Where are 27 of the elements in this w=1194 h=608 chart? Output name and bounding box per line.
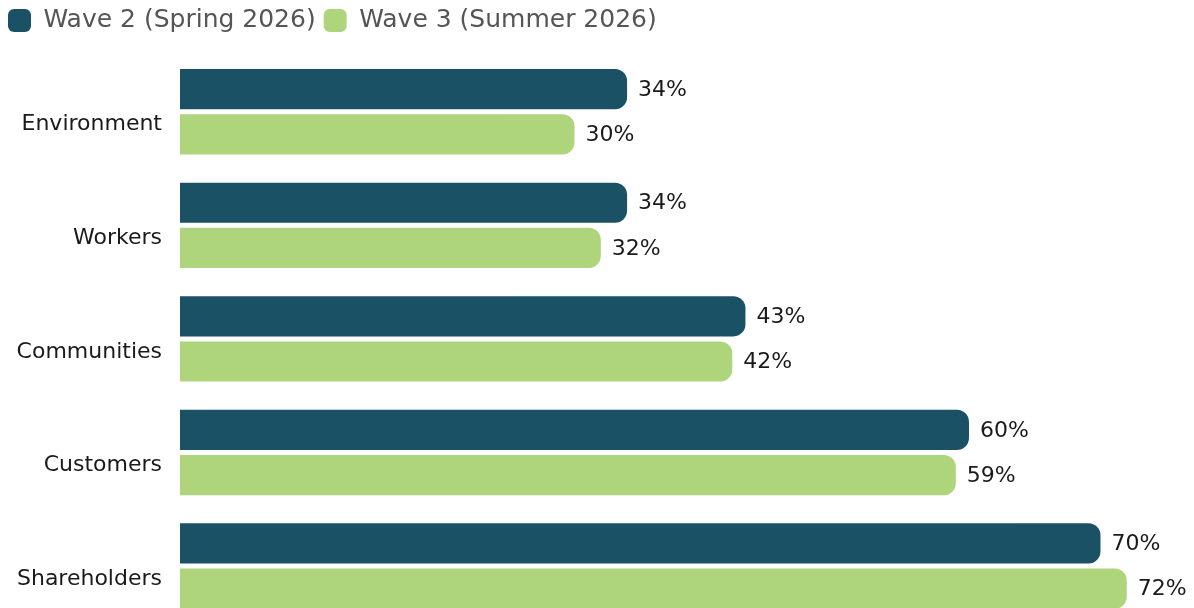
bar: [180, 523, 1101, 564]
data-label: 34%: [638, 189, 687, 215]
data-label: 70%: [1111, 530, 1161, 556]
data-label: 43%: [756, 303, 806, 329]
y-tick-label: Customers: [43, 451, 162, 477]
y-tick-label: Workers: [73, 224, 162, 250]
bar: [180, 227, 601, 269]
data-label: 72%: [1137, 575, 1187, 601]
data-label: 34%: [638, 75, 687, 101]
legend-label: Wave 2 (Spring 2026): [43, 4, 316, 33]
bar: [180, 409, 969, 450]
data-label: 32%: [611, 234, 661, 260]
legend-label: Wave 3 (Summer 2026): [359, 4, 657, 33]
bar: [180, 114, 575, 155]
bar: [180, 296, 746, 337]
y-tick-label: Shareholders: [16, 564, 162, 590]
bar: [180, 182, 628, 223]
bar: [180, 69, 628, 110]
y-tick-label: Communities: [16, 337, 162, 363]
data-label: 30%: [585, 121, 635, 147]
y-tick-label: Environment: [21, 110, 163, 136]
data-label: 59%: [966, 461, 1016, 487]
data-label: 60%: [979, 416, 1029, 442]
data-label: 42%: [743, 348, 793, 374]
bar: [180, 568, 1127, 608]
bar: [180, 341, 733, 382]
bar: [180, 454, 956, 496]
